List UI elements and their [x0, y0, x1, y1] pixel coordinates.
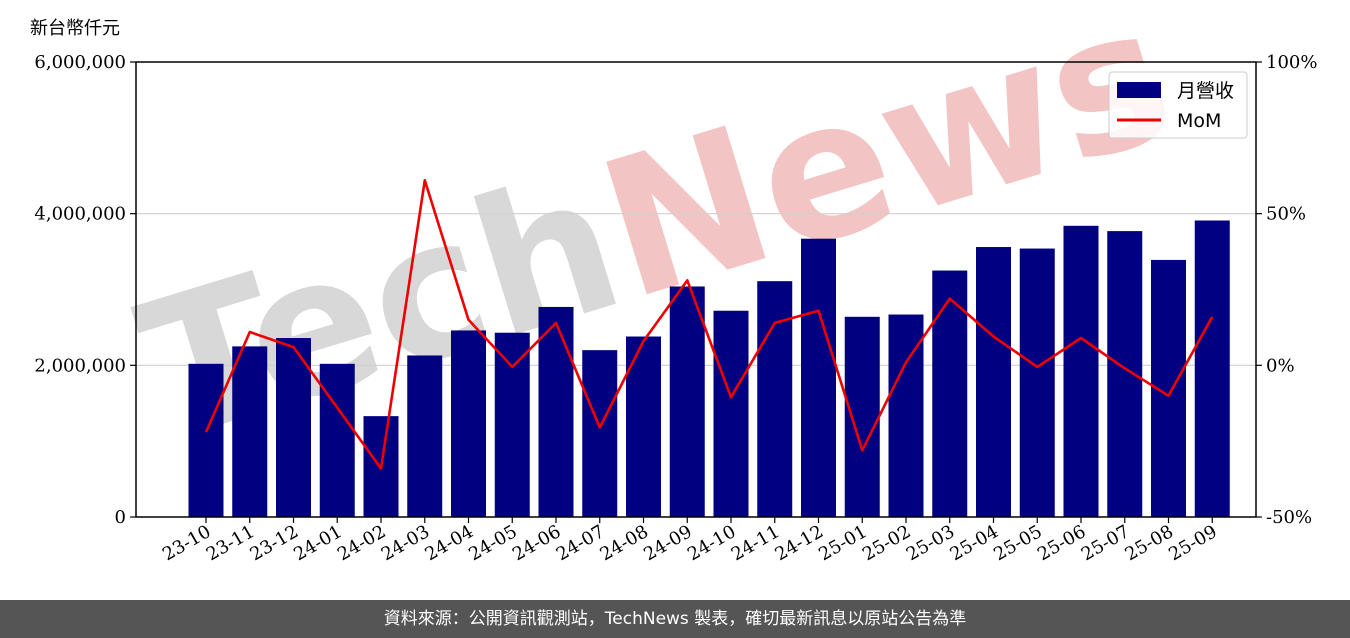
right-tick-label: 50% — [1266, 204, 1306, 225]
x-tick-label: 25-03 — [903, 521, 958, 565]
plot-frame — [135, 61, 1257, 518]
revenue-bar — [1107, 231, 1143, 517]
revenue-bar — [494, 332, 530, 517]
x-tick-label: 23-10 — [159, 521, 214, 565]
x-tick-label: 24-11 — [728, 521, 783, 565]
right-tick-label: 0% — [1266, 355, 1295, 376]
revenue-bar — [976, 247, 1011, 518]
x-tick-label: 24-07 — [553, 521, 608, 565]
x-tick-label: 25-04 — [947, 521, 1002, 565]
revenue-bar — [844, 316, 880, 517]
right-tick-label: -50% — [1266, 507, 1312, 528]
y-axis-unit-label: 新台幣仟元 — [30, 18, 120, 39]
x-tick-label: 24-12 — [772, 521, 827, 565]
revenue-bar — [407, 355, 443, 517]
left-tick-label: 0 — [115, 507, 126, 528]
revenue-bar — [1194, 220, 1230, 517]
x-tick-label: 24-09 — [640, 521, 695, 565]
x-tick-label: 24-06 — [509, 521, 564, 565]
legend: 月營收 MoM — [1108, 71, 1248, 139]
revenue-bar — [1019, 248, 1055, 518]
revenue-bar — [713, 310, 749, 517]
legend-bar-swatch — [1117, 82, 1161, 98]
x-tick-label: 25-06 — [1034, 521, 1089, 565]
left-tick-label: 4,000,000 — [34, 204, 126, 225]
revenue-bar — [932, 270, 968, 517]
right-tick-label: 100% — [1266, 52, 1317, 73]
mom-line-layer — [204, 179, 1214, 470]
revenue-bar — [801, 238, 836, 518]
revenue-bar — [319, 363, 355, 517]
x-tick-label: 25-09 — [1165, 521, 1220, 565]
mom-line — [204, 179, 1214, 470]
x-tick-label: 23-11 — [203, 521, 258, 565]
x-tick-label: 24-01 — [290, 521, 345, 565]
x-tick-label: 25-02 — [859, 521, 914, 565]
x-tick-label: 24-10 — [684, 521, 739, 565]
x-tick-label: 25-05 — [990, 521, 1045, 565]
x-tick-label: 25-01 — [815, 521, 870, 565]
x-tick-label: 24-05 — [465, 521, 520, 565]
revenue-bar — [538, 306, 574, 517]
legend-label-mom: MoM — [1177, 110, 1221, 132]
x-tick-label: 24-02 — [334, 521, 389, 565]
revenue-bar — [276, 338, 311, 517]
revenue-bar — [582, 350, 618, 517]
revenue-bar — [669, 286, 705, 517]
left-tick-label: 2,000,000 — [34, 355, 126, 376]
source-footer: 資料來源：公開資訊觀測站，TechNews 製表，確切最新訊息以原站公告為準 — [0, 600, 1350, 638]
x-tick-label: 23-12 — [247, 521, 302, 565]
revenue-chart: TechNews 02,000,0004,000,0006,000,000-50… — [30, 0, 1317, 565]
left-tick-label: 6,000,000 — [34, 52, 126, 73]
x-tick-label: 25-08 — [1122, 521, 1177, 565]
revenue-bar — [888, 314, 924, 517]
revenue-bar — [232, 346, 268, 517]
x-tick-label: 24-03 — [378, 521, 433, 565]
revenue-bar — [1063, 225, 1099, 518]
x-tick-label: 25-07 — [1078, 521, 1133, 565]
x-tick-label: 24-08 — [597, 521, 652, 565]
revenue-bar — [188, 363, 224, 517]
x-tick-label: 24-04 — [422, 521, 477, 565]
revenue-bar — [757, 281, 793, 517]
legend-label-revenue: 月營收 — [1177, 80, 1234, 102]
revenue-bar — [451, 330, 486, 517]
